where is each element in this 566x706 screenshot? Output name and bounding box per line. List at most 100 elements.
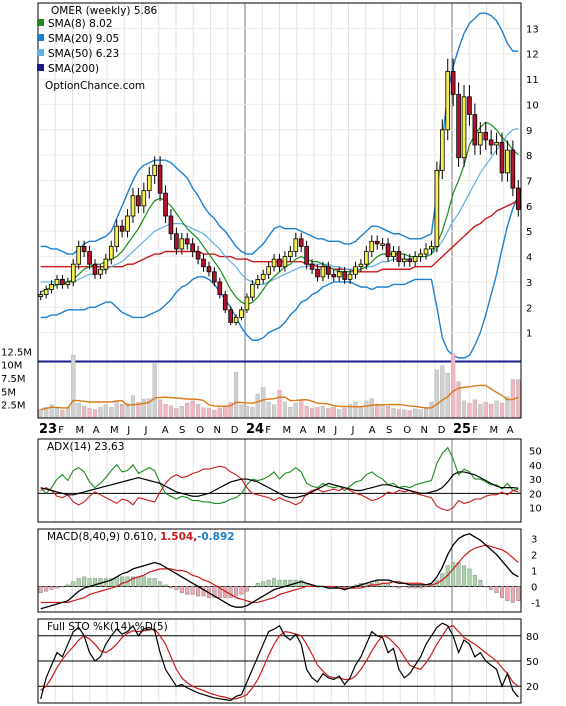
volume-bar	[87, 408, 92, 419]
candle-body	[233, 317, 239, 323]
sto-title: Full STO %K(14) %D(5)	[47, 621, 168, 633]
candle-body	[467, 96, 472, 115]
candle-body	[255, 278, 261, 285]
macd-histogram-bar	[54, 586, 60, 589]
volume-bar	[82, 406, 87, 419]
macd-histogram-bar	[141, 576, 146, 587]
macd-histogram-bar	[413, 586, 418, 589]
x-tick-label: A	[507, 425, 514, 436]
volume-bar	[461, 400, 467, 419]
adx-title: ADX(14) 23.63	[47, 441, 124, 453]
macd-histogram-bar	[190, 586, 195, 595]
candle-body	[315, 268, 320, 278]
macd-tick-label: 2	[531, 551, 537, 562]
candle-body	[385, 243, 391, 257]
volume-bar	[364, 400, 369, 419]
candle-body	[402, 258, 407, 263]
macd-histogram-bar	[407, 586, 412, 589]
volume-bar	[266, 401, 271, 419]
candle-body	[157, 164, 163, 194]
x-tick-label: F	[58, 425, 64, 436]
macd-panel: -1 0 1 2 3	[37, 528, 541, 613]
candle-body	[461, 96, 467, 159]
volume-bar	[380, 405, 385, 419]
candle-body	[483, 131, 489, 141]
x-tick-label: M	[317, 425, 326, 436]
volume-bar	[272, 404, 277, 419]
volume-bar	[201, 407, 206, 419]
candle-body	[146, 175, 152, 192]
price-tick-label: 7	[526, 177, 532, 188]
volume-bar	[440, 365, 445, 419]
volume-bar	[423, 407, 429, 419]
volume-bar	[326, 408, 331, 419]
candle-body	[515, 187, 521, 210]
macd-histogram-bar	[49, 586, 54, 590]
macd-histogram-bar	[489, 586, 494, 590]
candle-body	[125, 215, 130, 232]
candle-body	[450, 71, 456, 95]
x-tick-label: S	[179, 425, 185, 436]
x-tick-label: J	[126, 425, 130, 436]
volume-bar	[418, 409, 423, 419]
volume-bar	[402, 409, 407, 419]
volume-bar	[163, 403, 168, 419]
adx-line	[40, 471, 519, 499]
candle-body	[499, 142, 505, 174]
macd-title: MACD(8,40,9) 0.610,	[47, 531, 157, 543]
macd-histogram-bar	[510, 586, 515, 603]
price-tick-label: 4	[526, 253, 532, 264]
candle-body	[374, 240, 380, 245]
volume-bar	[375, 403, 380, 419]
macd-histogram-bar	[391, 586, 396, 588]
macd-histogram-bar	[472, 575, 477, 587]
candle-body	[92, 263, 98, 275]
candle-body	[38, 294, 44, 297]
x-tick-label: A	[93, 425, 100, 436]
price-tick-label: 12	[526, 50, 539, 61]
macd-histogram-bar	[451, 562, 456, 587]
candle-body	[380, 243, 385, 246]
volume-bar	[331, 407, 336, 419]
macd-histogram-bar	[299, 579, 304, 587]
volume-bar	[489, 403, 494, 419]
candle-body	[222, 294, 228, 311]
macd-histogram-bar	[120, 576, 125, 587]
macd-histogram-bar	[158, 581, 163, 587]
volume-bar	[304, 406, 309, 419]
candle-body	[407, 258, 413, 263]
macd-histogram-bar	[499, 586, 505, 598]
volume-bar	[103, 404, 108, 419]
price-tick-label: 9	[526, 126, 532, 137]
candle-body	[201, 258, 206, 268]
x-tick-label: M	[283, 425, 292, 436]
macd-histogram-bar	[402, 586, 407, 588]
candle-body	[439, 129, 445, 171]
volume-bar	[451, 353, 456, 419]
candle-body	[184, 238, 190, 245]
volume-bar	[288, 407, 293, 419]
volume-bar	[516, 379, 521, 419]
candle-body	[320, 266, 326, 278]
candle-body	[358, 263, 364, 268]
volume-bar	[429, 401, 434, 419]
volume-bar	[109, 407, 114, 419]
adx-panel: 10 20 30 40 50	[37, 438, 542, 523]
volume-bar	[120, 403, 125, 419]
candle-body	[130, 195, 136, 217]
macd-histogram-bar	[76, 578, 81, 587]
x-tick-label: F	[472, 425, 478, 436]
macd-histogram-bar	[277, 579, 282, 587]
candle-body	[119, 225, 125, 232]
volume-bar	[320, 406, 325, 419]
sma8-legend-swatch	[37, 19, 44, 26]
macd-histogram-bar	[60, 586, 65, 588]
macd-histogram-bar	[168, 586, 173, 589]
candle-body	[212, 271, 217, 283]
macd-line	[40, 533, 519, 610]
macd-histogram-bar	[396, 586, 401, 589]
macd-histogram-bar	[516, 586, 521, 601]
volume-bar	[396, 409, 401, 419]
macd-histogram-bar	[337, 586, 342, 588]
